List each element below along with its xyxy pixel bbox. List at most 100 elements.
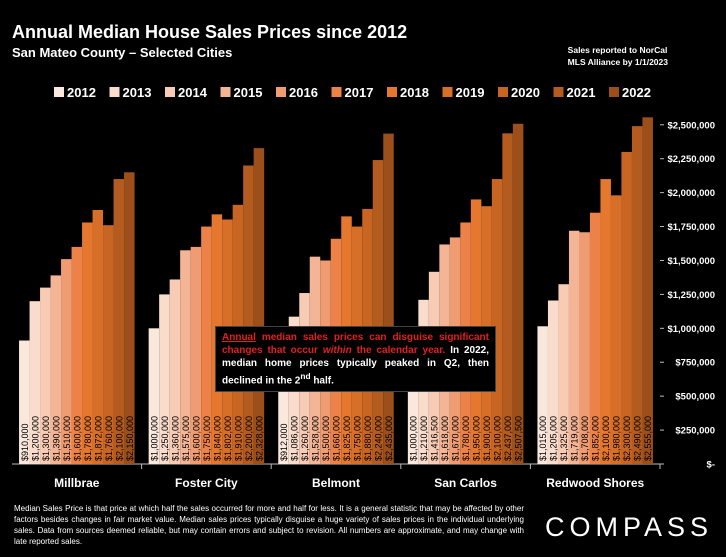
bar	[579, 232, 590, 464]
bar-value-label: $1,825,000	[342, 416, 352, 461]
bar	[82, 222, 93, 464]
bar	[589, 212, 601, 464]
y-tick-label: $-	[707, 460, 715, 471]
bar-value-label: $2,100,000	[114, 416, 124, 461]
bar	[103, 225, 114, 464]
source-note-line-1: Sales reported to NorCal	[567, 45, 668, 55]
callout-white-text-2: half.	[310, 375, 334, 387]
bar-value-label: $1,260,000	[300, 416, 310, 461]
bar	[491, 179, 503, 464]
bar-value-label: $1,760,000	[104, 416, 114, 461]
chart-title: Annual Median House Sales Prices since 2…	[12, 22, 408, 42]
bar-value-label: $1,872,000	[93, 416, 103, 461]
legend-entry: 2020	[511, 85, 540, 100]
callout-box: Annual median sales prices can disguise …	[215, 326, 496, 393]
bar-value-label: $2,240,000	[374, 416, 384, 461]
compass-logo: COMPASS	[545, 512, 714, 542]
source-note-line-2: MLS Alliance by 1/1/2023	[567, 57, 668, 67]
legend-swatch	[387, 87, 397, 97]
bar-value-label: $1,390,000	[51, 416, 61, 461]
legend-swatch	[54, 87, 64, 97]
bar-value-label: $1,528,000	[311, 416, 321, 461]
bar	[71, 246, 83, 464]
y-tick-label: $750,000	[675, 358, 715, 369]
bar-value-label: $2,150,000	[125, 416, 135, 461]
bar-chart: $- $250,000 $500,000 $750,000 $1,000,000 $1,2…	[12, 85, 715, 490]
bar-value-label: $1,600,000	[72, 416, 82, 461]
bar-value-label: $2,328,000	[254, 416, 264, 461]
bar-value-label: $1,600,000	[191, 416, 201, 461]
bar-value-label: $1,780,000	[83, 416, 93, 461]
bar	[512, 123, 524, 465]
bar	[169, 279, 181, 464]
category-label: San Carlos	[434, 476, 497, 490]
bar	[600, 179, 611, 464]
bar	[631, 126, 643, 464]
bar-value-label: $1,000,000	[409, 416, 419, 461]
bar	[190, 246, 202, 464]
bar	[50, 275, 62, 464]
bar-value-label: $2,100,000	[601, 416, 611, 461]
bar	[383, 133, 394, 464]
bar-value-label: $2,437,000	[503, 416, 513, 461]
bar	[92, 209, 104, 464]
bar-value-label: $1,618,000	[440, 416, 450, 461]
bar-value-label: $1,086,000	[290, 416, 300, 461]
bar-value-label: $1,910,000	[233, 416, 243, 461]
bar	[537, 326, 548, 464]
legend-entry: 2022	[622, 85, 651, 100]
footnote-text: Median Sales Price is that price at whic…	[14, 504, 524, 546]
legend-swatch	[276, 87, 286, 97]
bar	[547, 300, 559, 464]
bar-value-label: $1,900,000	[482, 416, 492, 461]
legend-entry: 2016	[289, 85, 318, 100]
bar-value-label: $1,500,000	[321, 416, 331, 461]
bar-value-label: $1,802,000	[223, 416, 233, 461]
legend-swatch	[498, 87, 508, 97]
callout-superscript: nd	[300, 371, 311, 381]
bar	[180, 250, 191, 464]
y-tick-label: $500,000	[675, 392, 715, 403]
bar	[502, 133, 513, 464]
bar-value-label: $1,416,500	[430, 416, 440, 461]
y-tick-label: $2,000,000	[667, 188, 715, 199]
chart-subtitle: San Mateo County – Selected Cities	[12, 45, 233, 60]
bar-value-label: $2,435,000	[384, 416, 394, 461]
legend-entry: 2018	[400, 85, 429, 100]
y-tick-label: $250,000	[675, 426, 715, 437]
bar-value-label: $1,719,000	[570, 416, 580, 461]
bar-value-label: $910,000	[20, 423, 30, 461]
bar	[278, 340, 289, 464]
bar-value-label: $1,780,000	[461, 416, 471, 461]
footnote: Median Sales Price is that price at whic…	[14, 503, 524, 547]
legend-swatch	[609, 87, 619, 97]
bar-value-label: $1,750,000	[353, 416, 363, 461]
bar	[159, 294, 170, 464]
bar-value-label: $1,660,000	[332, 416, 342, 461]
bar	[642, 117, 653, 465]
legend-swatch	[442, 87, 453, 97]
bar	[201, 226, 212, 464]
y-tick-label: $1,250,000	[667, 290, 715, 301]
bar-value-label: $2,300,000	[622, 416, 632, 461]
bar	[61, 259, 72, 464]
bar	[558, 284, 569, 464]
bar	[372, 160, 384, 464]
legend-entry: 2014	[178, 85, 208, 100]
bar	[113, 179, 125, 464]
bar-value-label: $1,750,000	[202, 416, 212, 461]
category-label: Redwood Shores	[546, 476, 644, 490]
legend-entry: 2021	[567, 85, 596, 100]
legend-swatch	[109, 87, 120, 97]
bar-value-label: $1,015,000	[538, 416, 548, 461]
y-tick-label: $1,750,000	[667, 222, 715, 233]
category-label: Belmont	[312, 476, 360, 490]
bar-value-label: $1,880,000	[363, 416, 373, 461]
bar	[19, 340, 30, 464]
bar-value-label: $1,325,000	[559, 416, 569, 461]
callout-red-text-1: median sales prices can disguise signifi…	[222, 332, 489, 356]
bar	[40, 287, 51, 464]
legend-entry: 2017	[345, 85, 374, 100]
bar-value-label: $2,507,500	[514, 416, 524, 461]
